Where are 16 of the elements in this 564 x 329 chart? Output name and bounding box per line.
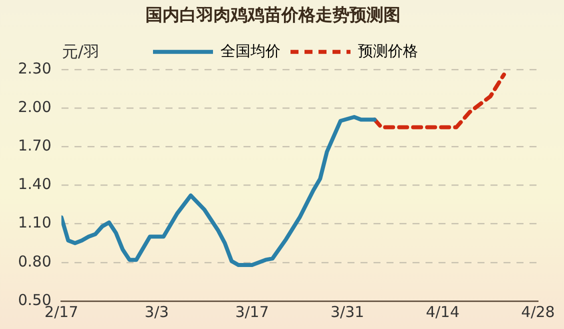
y-tick-label: 0.80 <box>18 252 52 270</box>
y-tick-label: 1.70 <box>18 136 52 154</box>
x-tick-label: 3/31 <box>330 302 364 321</box>
legend-label: 预测价格 <box>358 42 418 60</box>
y-tick-label: 1.40 <box>18 175 52 194</box>
y-axis-title: 元/羽 <box>62 42 100 63</box>
y-tick-label: 2.00 <box>18 98 52 116</box>
y-tick-label: 1.10 <box>18 214 52 232</box>
legend-label: 全国均价 <box>220 42 280 60</box>
x-tick-label: 4/28 <box>521 302 555 321</box>
chart-title: 国内白羽肉鸡鸡苗价格走势预测图 <box>146 6 400 26</box>
y-tick-label: 2.30 <box>18 59 52 78</box>
line-series <box>372 72 506 130</box>
x-tick-label: 3/3 <box>144 302 169 321</box>
x-tick-label: 3/17 <box>235 302 269 321</box>
x-tick-label: 4/14 <box>426 302 460 321</box>
